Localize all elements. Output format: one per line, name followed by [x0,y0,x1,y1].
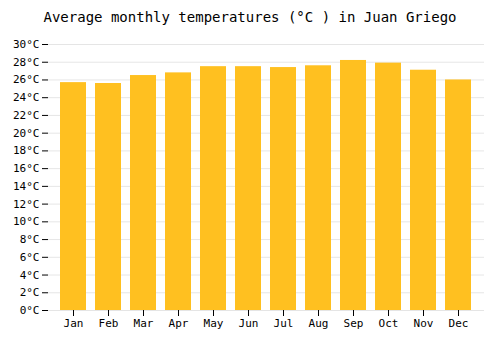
svg-text:Nov: Nov [414,317,434,330]
svg-text:22°C: 22°C [13,109,40,122]
svg-text:Feb: Feb [99,317,119,330]
svg-text:Jul: Jul [274,317,294,330]
svg-text:Mar: Mar [134,317,154,330]
svg-text:14°C: 14°C [13,180,40,193]
svg-text:2°C: 2°C [20,286,40,299]
svg-text:6°C: 6°C [20,251,40,264]
svg-text:28°C: 28°C [13,56,40,69]
svg-text:Aug: Aug [309,317,329,330]
svg-text:30°C: 30°C [13,38,40,51]
svg-text:Jun: Jun [239,317,259,330]
svg-text:Apr: Apr [169,317,189,330]
svg-text:18°C: 18°C [13,144,40,157]
svg-text:12°C: 12°C [13,198,40,211]
svg-text:8°C: 8°C [20,233,40,246]
svg-text:Jan: Jan [64,317,84,330]
svg-text:May: May [204,317,224,330]
svg-text:0°C: 0°C [20,304,40,317]
html-text:Average monthly temperatures (: Average monthly temperatures (°C ) in Ju… [43,9,457,25]
svg-text:4°C: 4°C [20,269,40,282]
svg-text:Oct: Oct [379,317,399,330]
svg-text:24°C: 24°C [13,91,40,104]
svg-text:Dec: Dec [449,317,469,330]
svg-text:26°C: 26°C [13,73,40,86]
svg-text:Sep: Sep [344,317,364,330]
svg-text:16°C: 16°C [13,162,40,175]
svg-text:10°C: 10°C [13,215,40,228]
svg-text:20°C: 20°C [13,127,40,140]
